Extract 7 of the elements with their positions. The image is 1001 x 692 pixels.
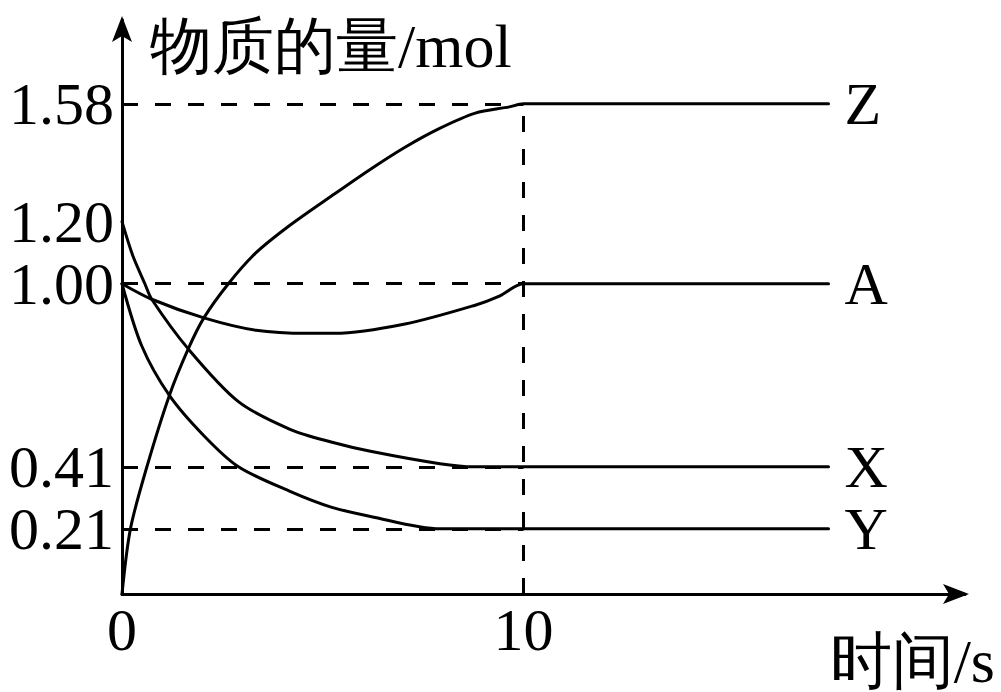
x-tick-label: 10 [493,597,554,663]
x-tick-label: 0 [107,597,137,663]
y-tick-label: 1.58 [9,70,114,137]
x-axis-title: 时间/s [829,627,995,692]
series-label: A [844,250,888,317]
y-axis-title: 物质的量/mol [150,12,512,80]
series-label: Z [844,70,882,137]
